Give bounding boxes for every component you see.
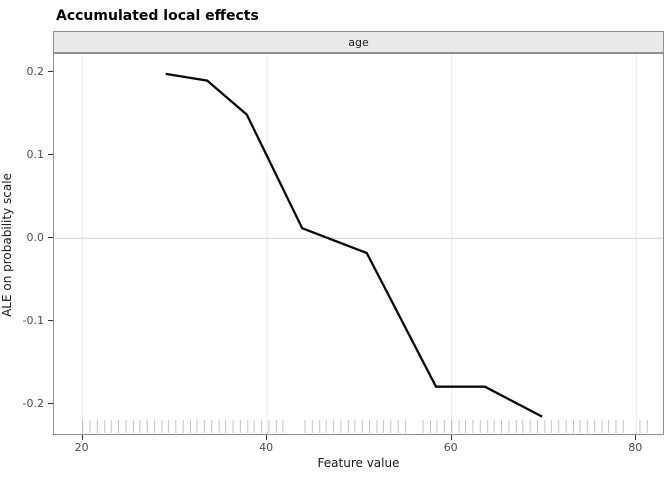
x-tick-label: 60 [443, 441, 458, 454]
x-tick-mark [450, 435, 452, 440]
y-tick-mark [48, 320, 53, 322]
y-tick-mark [48, 237, 53, 239]
y-tick-label: 0.0 [26, 231, 45, 245]
x-tick-mark [635, 435, 637, 440]
facet-strip-label: age [348, 35, 369, 49]
x-tick-mark [81, 435, 83, 440]
x-tick-label: 40 [259, 441, 274, 454]
ale-line-chart [54, 54, 663, 434]
x-tick-label: 80 [628, 441, 643, 454]
y-tick-label: -0.1 [22, 314, 44, 328]
y-tick-label: 0.1 [26, 148, 45, 162]
y-tick-label: 0.2 [26, 65, 45, 79]
y-tick-mark [48, 71, 53, 73]
x-axis-title: Feature value [317, 456, 400, 470]
ale-line [165, 72, 543, 418]
plot-panel [53, 53, 664, 435]
x-tick-label: 20 [74, 441, 89, 454]
y-axis-title: ALE on probability scale [0, 173, 14, 317]
y-tick-mark [48, 403, 53, 405]
y-tick-label: -0.2 [22, 397, 44, 411]
y-tick-mark [48, 154, 53, 156]
facet-strip: age [53, 31, 664, 53]
x-tick-mark [266, 435, 268, 440]
plot-title: Accumulated local effects [56, 8, 259, 24]
